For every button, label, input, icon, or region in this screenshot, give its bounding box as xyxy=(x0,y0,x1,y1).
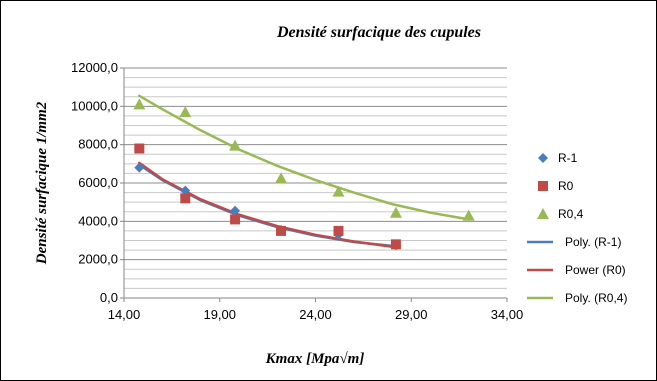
legend-label: Poly. (R0,4) xyxy=(565,291,627,305)
x-tick-label: 19,00 xyxy=(203,307,236,322)
data-point xyxy=(276,225,287,236)
legend-marker xyxy=(538,153,548,163)
axis-layer: 0,0 2000,0 4000,0 6000,0 8000,0 10000,0 12000,… xyxy=(71,60,523,322)
y-axis-title: Densité surfacique 1/mm2 xyxy=(34,101,50,265)
x-tick-label: 34,00 xyxy=(491,307,524,322)
data-point xyxy=(462,209,475,221)
legend-label: Power (R0) xyxy=(565,263,626,277)
data-point xyxy=(229,139,242,151)
x-tick-label: 14,00 xyxy=(108,307,141,322)
trendline xyxy=(138,161,398,249)
data-point xyxy=(133,98,146,110)
legend-label: Poly. (R-1) xyxy=(565,235,621,249)
legend-label: R0 xyxy=(558,179,574,193)
y-tick-label: 6000,0 xyxy=(78,175,118,190)
y-tick-label: 10000,0 xyxy=(71,98,118,113)
legend-marker xyxy=(537,208,549,219)
data-point xyxy=(180,193,191,204)
data-point xyxy=(179,106,192,118)
trendline xyxy=(138,94,470,221)
marker-layer xyxy=(133,98,475,251)
trendline-layer xyxy=(138,94,470,249)
data-point xyxy=(230,205,241,216)
data-point xyxy=(389,206,402,218)
chart-title: Densité surfacique des cupules xyxy=(276,24,481,41)
grid-layer xyxy=(124,67,507,289)
y-tick-label: 4000,0 xyxy=(78,213,118,228)
x-tick-label: 29,00 xyxy=(395,307,428,322)
x-axis-title: Kmax [Mpa√m] xyxy=(265,351,365,367)
data-point xyxy=(390,239,401,250)
legend-marker xyxy=(538,181,548,191)
data-point xyxy=(332,185,345,197)
x-tick-label: 24,00 xyxy=(299,307,332,322)
data-point xyxy=(180,185,191,196)
y-tick-label: 12000,0 xyxy=(71,60,118,75)
legend: R-1 R0 R0,4 Poly. (R-1) Power (R0) Poly. (R0,… xyxy=(527,151,627,305)
data-point xyxy=(134,143,145,154)
y-tick-label: 2000,0 xyxy=(78,252,118,267)
data-point xyxy=(275,172,288,184)
data-point xyxy=(230,214,241,225)
legend-label: R-1 xyxy=(558,151,578,165)
data-point xyxy=(333,225,344,236)
y-tick-label: 8000,0 xyxy=(78,137,118,152)
data-point xyxy=(134,162,145,173)
y-tick-label: 0,0 xyxy=(100,290,118,305)
legend-label: R0,4 xyxy=(558,207,584,221)
